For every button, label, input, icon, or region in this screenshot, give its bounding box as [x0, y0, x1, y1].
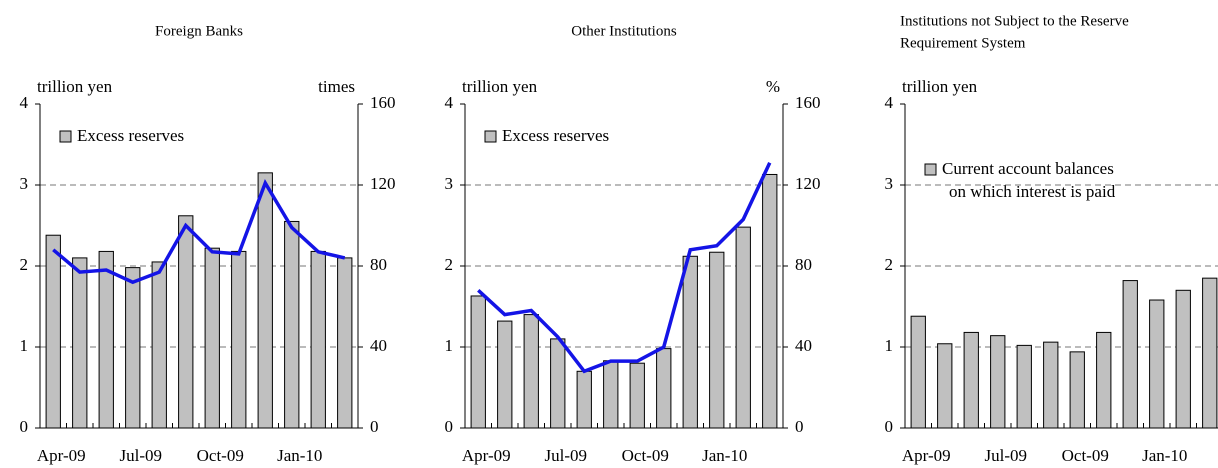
y-axis-label: trillion yen [37, 77, 113, 96]
bar [72, 257, 88, 429]
bar [1069, 351, 1085, 429]
bar [98, 250, 114, 429]
y2-tick-label: 120 [370, 174, 396, 193]
y2-tick-label: 0 [795, 417, 804, 436]
bar [310, 250, 326, 429]
bar [735, 226, 751, 429]
x-tick-label: Apr-09 [462, 446, 511, 465]
bar [963, 331, 979, 429]
bar [1175, 289, 1191, 429]
y-tick-label: 0 [885, 417, 894, 436]
y-tick-label: 0 [20, 417, 29, 436]
chart-title: Requirement System [900, 35, 1026, 51]
y2-tick-label: 80 [370, 255, 387, 274]
x-tick-label: Jan-10 [702, 446, 747, 465]
y2-tick-label: 40 [795, 336, 812, 355]
bar [709, 251, 725, 429]
y-tick-label: 2 [445, 255, 454, 274]
x-tick-label: Jan-10 [1142, 446, 1187, 465]
y-tick-label: 2 [20, 255, 29, 274]
legend-label: Excess reserves [502, 126, 609, 145]
bar [1016, 344, 1032, 429]
y2-tick-label: 0 [370, 417, 379, 436]
y2-tick-label: 40 [370, 336, 387, 355]
bar [550, 338, 566, 429]
bar [1096, 331, 1112, 429]
bar [682, 255, 698, 429]
x-tick-label: Apr-09 [37, 446, 86, 465]
y-tick-label: 3 [20, 174, 29, 193]
bar [1043, 341, 1059, 429]
bar [937, 343, 953, 429]
x-tick-label: Jul-09 [545, 446, 588, 465]
bar [656, 348, 672, 429]
chart-title: Institutions not Subject to the Reserve [900, 13, 1129, 29]
y2-axis-label: % [766, 77, 780, 96]
bar [1202, 277, 1218, 429]
y-tick-label: 1 [20, 336, 29, 355]
y-tick-label: 4 [20, 93, 29, 112]
y-tick-label: 1 [445, 336, 454, 355]
bar [125, 267, 141, 429]
legend-label: Current account balances [942, 159, 1114, 178]
bar [178, 215, 194, 429]
bar [1149, 299, 1165, 429]
bar [497, 320, 513, 429]
bar [910, 315, 926, 429]
bar [204, 247, 220, 429]
chart-title: Other Institutions [571, 23, 677, 39]
x-tick-label: Jul-09 [120, 446, 163, 465]
bar [284, 220, 300, 429]
x-tick-label: Jul-09 [985, 446, 1028, 465]
legend-swatch [924, 163, 937, 176]
x-tick-label: Oct-09 [622, 446, 669, 465]
y2-tick-label: 80 [795, 255, 812, 274]
y-tick-label: 0 [445, 417, 454, 436]
y-tick-label: 3 [885, 174, 894, 193]
x-tick-label: Oct-09 [197, 446, 244, 465]
x-tick-label: Jan-10 [277, 446, 322, 465]
y-tick-label: 4 [445, 93, 454, 112]
bar [629, 362, 645, 429]
legend-label: Excess reserves [77, 126, 184, 145]
y-tick-label: 3 [445, 174, 454, 193]
y-tick-label: 1 [885, 336, 894, 355]
legend-label: on which interest is paid [949, 182, 1116, 201]
line [477, 161, 772, 374]
bar [603, 360, 619, 429]
bar [151, 261, 167, 429]
legend-swatch [59, 130, 72, 143]
y-tick-label: 2 [885, 255, 894, 274]
bar [45, 234, 61, 429]
y2-tick-label: 120 [795, 174, 821, 193]
y-axis-label: trillion yen [902, 77, 978, 96]
y2-axis-label: times [318, 77, 355, 96]
bar [1122, 280, 1138, 429]
y-tick-label: 4 [885, 93, 894, 112]
line [52, 178, 346, 285]
bar [257, 172, 273, 429]
bar [470, 295, 486, 429]
bar [990, 335, 1006, 429]
bar [576, 370, 592, 429]
bar [762, 173, 778, 429]
bar [337, 257, 353, 429]
bar [231, 250, 247, 429]
chart-title: Foreign Banks [155, 23, 243, 39]
y2-tick-label: 160 [795, 93, 821, 112]
y2-tick-label: 160 [370, 93, 396, 112]
y-axis-label: trillion yen [462, 77, 538, 96]
x-tick-label: Apr-09 [902, 446, 951, 465]
x-tick-label: Oct-09 [1062, 446, 1109, 465]
bar [523, 314, 539, 429]
legend-swatch [484, 130, 497, 143]
